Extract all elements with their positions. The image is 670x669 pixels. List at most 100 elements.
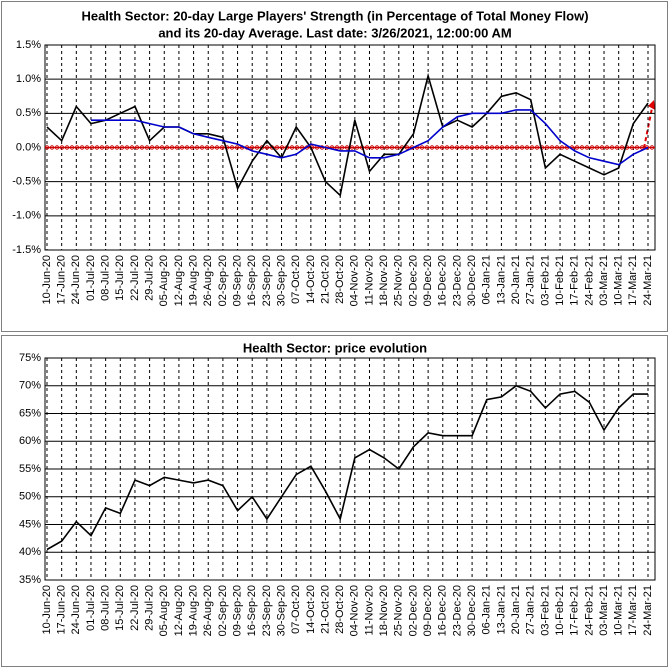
reference-dot [254, 145, 260, 150]
chart-title: Health Sector: price evolution [243, 340, 427, 355]
x-tick-label: 03-Feb-21 [539, 255, 551, 306]
reference-dot [289, 145, 295, 150]
reference-dot [89, 145, 95, 150]
x-tick-label: 09-Sep-20 [231, 255, 243, 306]
x-tick-label: 21-Oct-20 [319, 255, 331, 304]
reference-dot [604, 145, 610, 150]
x-tick-label: 02-Sep-20 [217, 585, 229, 636]
reference-dot [339, 145, 345, 150]
x-tick-label: 17-Jun-20 [56, 255, 68, 305]
x-tick-label: 25-Nov-20 [393, 585, 405, 636]
x-tick-label: 13-Jan-21 [495, 255, 507, 305]
reference-dot [294, 145, 300, 150]
reference-dot [474, 145, 480, 150]
x-tick-label: 18-Nov-20 [378, 585, 390, 636]
reference-dot [259, 145, 265, 150]
reference-dot [644, 145, 650, 150]
series-line [91, 109, 649, 166]
x-tick-label: 26-Aug-20 [202, 585, 214, 636]
reference-dot [124, 145, 130, 150]
x-tick-label: 27-Jan-21 [525, 255, 537, 305]
reference-dot [174, 145, 180, 150]
x-tick-label: 02-Sep-20 [217, 255, 229, 306]
reference-dot [109, 145, 115, 150]
reference-dot [189, 145, 195, 150]
reference-dot [419, 145, 425, 150]
reference-dot [264, 145, 270, 150]
reference-dot [579, 145, 585, 150]
x-tick-label: 01-Jul-20 [85, 585, 97, 631]
plot-frame [44, 357, 656, 581]
reference-dot [369, 145, 375, 150]
x-tick-label: 10-Jun-20 [41, 255, 53, 305]
x-tick-label: 12-Aug-20 [173, 255, 185, 306]
y-tick-label: 75% [19, 352, 41, 364]
reference-dot [489, 145, 495, 150]
reference-dot [159, 145, 165, 150]
x-tick-label: 19-Aug-20 [187, 585, 199, 636]
x-tick-label: 28-Oct-20 [334, 585, 346, 634]
y-tick-label: 70% [19, 380, 41, 392]
reference-dot [424, 145, 430, 150]
x-tick-label: 23-Dec-20 [451, 255, 463, 306]
y-tick-label: 35% [19, 574, 41, 586]
series-line [46, 384, 648, 551]
panel-frame [1, 335, 668, 667]
reference-dot [154, 145, 160, 150]
x-tick-label: 05-Aug-20 [158, 255, 170, 306]
x-tick-label: 17-Mar-21 [627, 255, 639, 306]
reference-dot [619, 145, 625, 150]
x-tick-label: 22-Jul-20 [129, 585, 141, 631]
reference-dot [334, 145, 340, 150]
x-tick-label: 17-Feb-21 [569, 255, 581, 306]
y-tick-label: 60% [19, 435, 41, 447]
reference-dot [639, 145, 645, 150]
y-tick-label: -0.5% [12, 176, 41, 188]
reference-dot [634, 145, 640, 150]
x-tick-label: 13-Jan-21 [495, 585, 507, 635]
reference-dot [534, 145, 540, 150]
x-tick-label: 28-Oct-20 [334, 255, 346, 304]
reference-dot [649, 145, 655, 150]
x-tick-label: 24-Jun-20 [70, 255, 82, 305]
reference-dot [629, 145, 635, 150]
x-tick-label: 18-Nov-20 [378, 255, 390, 306]
reference-dot [449, 145, 455, 150]
x-tick-label: 07-Oct-20 [290, 255, 302, 304]
reference-dot [574, 145, 580, 150]
reference-dot [164, 145, 170, 150]
reference-dot [354, 145, 360, 150]
reference-dot [454, 145, 460, 150]
x-tick-label: 04-Nov-20 [349, 255, 361, 306]
y-tick-label: 1.5% [16, 39, 41, 51]
reference-dot [249, 145, 255, 150]
reference-dot [274, 145, 280, 150]
reference-dot [74, 145, 80, 150]
x-tick-label: 19-Aug-20 [187, 255, 199, 306]
x-tick-label: 05-Aug-20 [158, 585, 170, 636]
y-tick-label: 40% [19, 546, 41, 558]
reference-dot [429, 145, 435, 150]
reference-dot [169, 145, 175, 150]
reference-dot [434, 145, 440, 150]
y-tick-label: 0.5% [16, 107, 41, 119]
x-tick-label: 07-Oct-20 [290, 585, 302, 634]
y-tick-label: 65% [19, 407, 41, 419]
reference-dot [549, 145, 555, 150]
reference-dot [529, 145, 535, 150]
x-tick-label: 04-Nov-20 [349, 585, 361, 636]
x-tick-label: 03-Feb-21 [539, 585, 551, 636]
reference-dot [484, 145, 490, 150]
reference-dot [499, 145, 505, 150]
reference-dot [364, 145, 370, 150]
x-tick-label: 10-Feb-21 [554, 255, 566, 306]
x-tick-label: 10-Feb-21 [554, 585, 566, 636]
x-tick-label: 10-Mar-21 [613, 255, 625, 306]
x-tick-label: 30-Sep-20 [275, 255, 287, 306]
x-tick-label: 17-Jun-20 [56, 585, 68, 635]
reference-dot [279, 145, 285, 150]
x-tick-label: 09-Dec-20 [422, 585, 434, 636]
x-tick-label: 06-Jan-21 [481, 585, 493, 635]
x-tick-label: 02-Dec-20 [407, 255, 419, 306]
reference-dot [384, 145, 390, 150]
